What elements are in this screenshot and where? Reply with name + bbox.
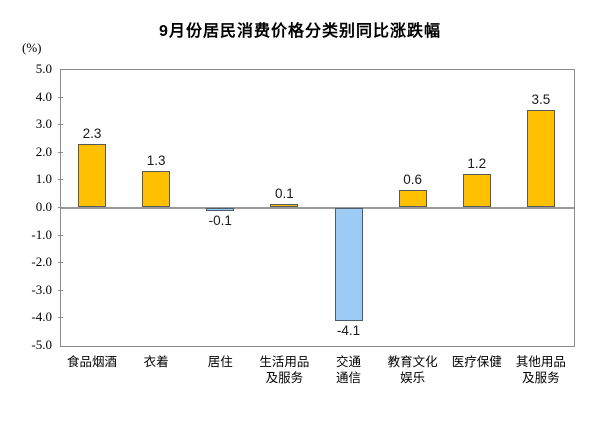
y-tick-label: -1.0	[31, 226, 52, 242]
y-tick-label: 0.0	[35, 199, 52, 214]
bar	[78, 143, 107, 207]
bar-value-label: 2.3	[82, 125, 102, 141]
category-label: 生活用品 及服务	[243, 354, 325, 386]
bar	[526, 110, 555, 207]
y-tick-mark	[58, 124, 63, 126]
bar-value-label: 0.1	[275, 186, 294, 202]
category-label: 教育文化 娱乐	[372, 354, 454, 386]
category-label-line: 交通	[336, 355, 362, 369]
category-label-line: 生活用品	[259, 355, 310, 369]
bar	[398, 190, 427, 207]
category-label: 其他用品 及服务	[500, 354, 582, 386]
category-label-line: 教育文化	[387, 355, 438, 369]
category-label-line: 及服务	[522, 371, 560, 385]
category-label: 医疗保健	[436, 354, 518, 370]
y-tick-label: -2.0	[31, 254, 52, 270]
y-tick-label: 1.0	[35, 171, 52, 187]
y-axis-unit-label: (%)	[22, 40, 42, 55]
bar-value-label: -4.1	[336, 323, 361, 339]
y-tick-mark	[58, 234, 63, 236]
bar	[142, 171, 171, 207]
category-label: 居住	[179, 354, 261, 370]
y-tick-mark	[58, 179, 63, 181]
y-tick-mark	[58, 289, 63, 291]
category-label-line: 居住	[207, 355, 233, 369]
bar	[462, 173, 491, 207]
category-label-line: 医疗保健	[451, 355, 502, 369]
y-tick-label: -5.0	[31, 337, 52, 352]
y-tick-mark	[58, 96, 63, 98]
y-tick-mark	[58, 207, 63, 208]
category-label-line: 及服务	[265, 371, 304, 385]
category-label: 衣着	[115, 354, 197, 370]
y-tick-mark	[58, 262, 63, 264]
category-label-line: 通信	[336, 371, 362, 385]
y-tick-label: -3.0	[31, 281, 52, 297]
y-tick-label: 4.0	[35, 88, 52, 104]
bar-value-label: 1.3	[146, 153, 166, 169]
y-tick-label: 5.0	[35, 61, 52, 76]
y-tick-mark	[58, 317, 63, 319]
bar-value-label: 3.5	[531, 92, 551, 108]
bar-value-label: -0.1	[208, 212, 232, 228]
category-label-line: 食品烟酒	[67, 355, 118, 369]
category-label: 食品烟酒	[51, 354, 133, 370]
category-label-line: 其他用品	[515, 355, 566, 369]
zero-axis-line	[61, 207, 574, 209]
bar-value-label: 0.6	[403, 172, 423, 188]
category-label-line: 娱乐	[400, 371, 426, 385]
bar	[206, 208, 235, 211]
category-label-line: 衣着	[143, 355, 169, 369]
category-label: 交通 通信	[308, 354, 390, 386]
y-tick-label: 2.0	[35, 143, 52, 159]
y-tick-label: -4.0	[31, 309, 52, 325]
y-tick-mark	[58, 151, 63, 153]
bar	[270, 204, 299, 207]
bar	[334, 208, 363, 322]
bar-value-label: 1.2	[467, 155, 487, 171]
plot-area	[60, 69, 575, 347]
chart-title: 9月份居民消费价格分类别同比涨跌幅	[159, 23, 441, 40]
y-tick-label: 3.0	[35, 116, 52, 132]
